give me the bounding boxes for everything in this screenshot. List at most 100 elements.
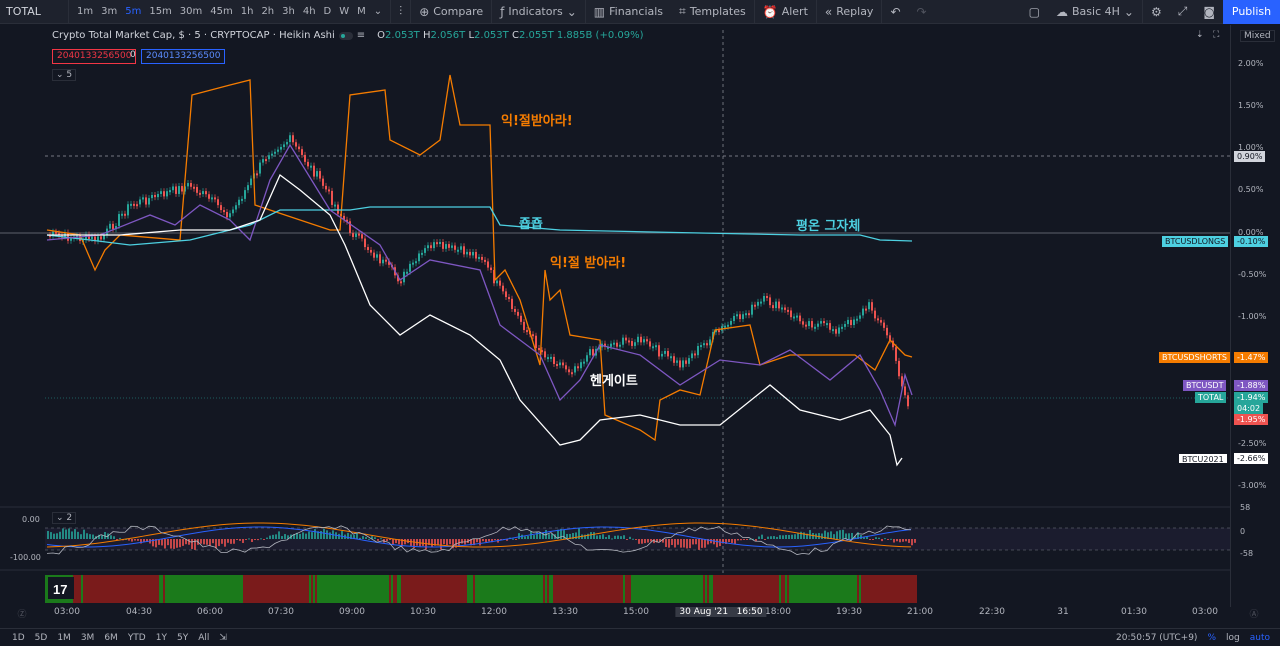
templates-button[interactable]: ⌗ Templates xyxy=(679,4,746,18)
trend-bar xyxy=(849,575,851,603)
tf-30m[interactable]: 30m xyxy=(179,6,203,17)
osc-bar xyxy=(398,539,400,545)
tf-1h[interactable]: 1h xyxy=(240,6,254,17)
candle xyxy=(445,244,447,249)
download-icon[interactable]: ⇣ xyxy=(1196,30,1204,40)
clock[interactable]: 20:50:57 (UTC+9) xyxy=(1116,632,1198,643)
series-title[interactable]: Crypto Total Market Cap, $ · 5 · CRYPTOC… xyxy=(52,30,335,41)
a-icon[interactable]: Ⓐ xyxy=(1249,610,1259,620)
trend-bar xyxy=(231,575,233,603)
fullscreen-layout-button[interactable]: ▢ xyxy=(1021,0,1048,24)
trend-bar xyxy=(367,575,369,603)
chevron-down-icon[interactable]: ⌄ xyxy=(373,6,383,17)
chevron-down-icon: ⌄ xyxy=(56,513,64,523)
trend-bar xyxy=(529,575,531,603)
trend-bar xyxy=(477,575,479,603)
scale-mode-button[interactable]: Mixed xyxy=(1240,30,1275,42)
ohlc-values: O2.053T H2.056T L2.053T C2.055T 1.885B (… xyxy=(377,30,644,41)
osc-bar xyxy=(233,539,235,544)
range-1M[interactable]: 1M xyxy=(57,632,71,643)
candle xyxy=(754,304,756,307)
trend-bar xyxy=(433,575,435,603)
settings-button[interactable]: ⚙ xyxy=(1143,0,1170,24)
candle xyxy=(751,304,753,315)
range-5Y[interactable]: 5Y xyxy=(176,632,189,643)
tf-1m[interactable]: 1m xyxy=(77,6,94,17)
candle xyxy=(511,298,513,310)
osc-bar xyxy=(359,537,361,539)
redo-button[interactable]: ↷ xyxy=(909,0,935,24)
candle xyxy=(580,362,582,369)
trend-bar xyxy=(201,575,203,603)
osc-bar xyxy=(758,536,760,539)
goto-date-icon[interactable]: ⇲ xyxy=(219,632,227,643)
symbol-search[interactable]: TOTAL xyxy=(6,5,41,18)
range-1D[interactable]: 1D xyxy=(12,632,25,643)
trend-bar xyxy=(471,575,473,603)
input-left[interactable]: 2040133256500 xyxy=(52,49,137,64)
trend-bar xyxy=(153,575,155,603)
indicator-collapse-button[interactable]: ⌄ 2 xyxy=(52,512,77,524)
candle xyxy=(271,153,273,156)
candle xyxy=(679,360,681,368)
trend-bar xyxy=(389,575,391,603)
layout-button[interactable]: ☁ Basic 4H ⌄ xyxy=(1056,4,1134,19)
tf-5m[interactable]: 5m xyxy=(125,6,142,17)
range-6M[interactable]: 6M xyxy=(104,632,118,643)
tf-4h[interactable]: 4h xyxy=(302,6,316,17)
osc-bar xyxy=(743,539,745,540)
annotation-text[interactable]: 죱죱 xyxy=(519,217,543,232)
range-All[interactable]: All xyxy=(198,632,210,643)
compare-button[interactable]: ⊕ Compare xyxy=(419,4,484,19)
range-5D[interactable]: 5D xyxy=(34,632,48,643)
tf-3m[interactable]: 3m xyxy=(101,6,118,17)
trend-bar xyxy=(225,575,227,603)
z-icon[interactable]: Ⓩ xyxy=(17,610,27,620)
tf-W[interactable]: W xyxy=(339,6,350,17)
tf-3h[interactable]: 3h xyxy=(282,6,295,17)
candle xyxy=(355,233,357,237)
annotation-text[interactable]: 익!절받아라! xyxy=(501,114,573,129)
collapse-legend-button[interactable]: ⌄ 5 xyxy=(52,69,77,81)
replay-button[interactable]: «Replay xyxy=(824,4,874,19)
alert-button[interactable]: ⏰ Alert xyxy=(762,4,808,19)
range-YTD[interactable]: YTD xyxy=(127,632,146,643)
time-axis[interactable]: 03:00 04:30 06:00 07:30 09:00 10:30 12:0… xyxy=(0,605,1259,621)
trend-bar xyxy=(209,575,211,603)
percent-toggle[interactable]: % xyxy=(1207,632,1216,643)
range-1Y[interactable]: 1Y xyxy=(155,632,167,643)
fullscreen-button[interactable]: ⤢ xyxy=(1170,0,1196,24)
trend-bar xyxy=(541,575,543,603)
tf-45m[interactable]: 45m xyxy=(210,6,233,17)
tf-D[interactable]: D xyxy=(323,6,332,17)
visibility-toggle-icon[interactable] xyxy=(338,31,353,40)
input-right[interactable]: 2040133256500 xyxy=(141,49,226,64)
osc-bar xyxy=(869,539,871,540)
trend-bar xyxy=(289,575,291,603)
log-toggle[interactable]: log xyxy=(1226,632,1240,643)
publish-button[interactable]: Publish xyxy=(1223,0,1280,24)
chart-pane[interactable]: 17 xyxy=(0,25,1280,607)
bar-chart-icon: ▥ xyxy=(593,4,606,19)
annotation-text[interactable]: 익!절 받아라! xyxy=(550,256,627,271)
maximize-icon[interactable]: ⛶ xyxy=(1213,30,1220,40)
snapshot-button[interactable]: ◙ xyxy=(1195,0,1223,24)
settings-mini-icon[interactable]: ≡ xyxy=(356,30,366,41)
financials-button[interactable]: ▥ Financials xyxy=(593,4,664,19)
annotation-text[interactable]: 평온 그자체 xyxy=(796,219,861,234)
tf-2h[interactable]: 2h xyxy=(261,6,275,17)
trend-bar xyxy=(605,575,607,603)
indicators-button[interactable]: ƒ Indicators ⌄ xyxy=(500,4,577,19)
range-3M[interactable]: 3M xyxy=(80,632,95,643)
tf-M[interactable]: M xyxy=(357,6,366,17)
trend-bar xyxy=(567,575,569,603)
annotation-text[interactable]: 헨게이트 xyxy=(590,374,638,389)
undo-button[interactable]: ↶ xyxy=(882,0,908,24)
auto-toggle[interactable]: auto xyxy=(1249,632,1270,643)
tf-15m[interactable]: 15m xyxy=(149,6,172,17)
price-axis[interactable] xyxy=(1230,25,1280,607)
chart-type-button[interactable]: ⫶ xyxy=(391,0,410,24)
main-chart-svg[interactable]: 17 xyxy=(0,25,1280,607)
osc-bar xyxy=(227,539,229,543)
trend-bar xyxy=(675,575,677,603)
